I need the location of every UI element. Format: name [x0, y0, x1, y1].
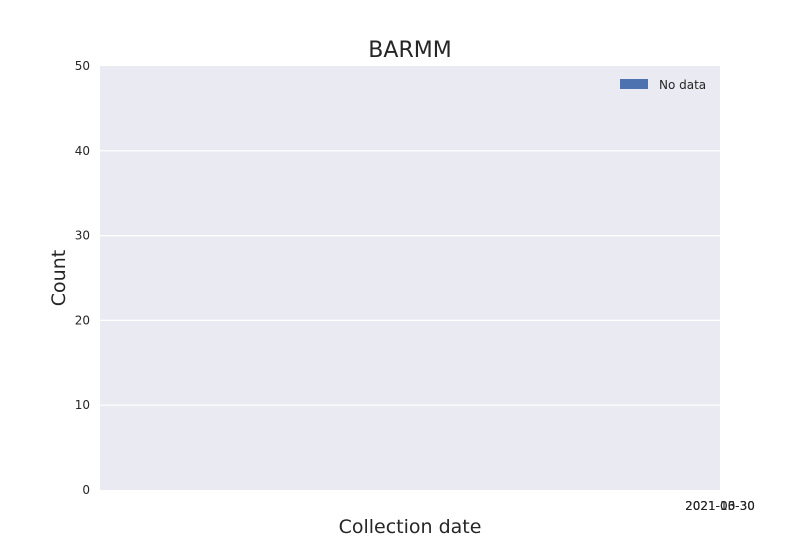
grid-lines: [100, 150, 720, 406]
y-tick-label: 40: [75, 144, 90, 158]
x-tick-label: 2021-03-30: [685, 499, 755, 513]
legend-swatch-no-data: [620, 79, 648, 89]
legend-label-no-data: No data: [659, 78, 706, 92]
x-axis-label: Collection date: [339, 516, 482, 538]
x-tick-label: 2021-10-30: [685, 499, 755, 513]
y-tick-label: 20: [75, 313, 90, 327]
x-tick-label: 2021-06-30: [685, 499, 755, 513]
y-tick-label: 30: [75, 229, 90, 243]
y-tick-label: 10: [75, 398, 90, 412]
y-tick-label: 0: [82, 483, 90, 497]
y-tick-labels: 0 10 20 30 40 50: [75, 59, 90, 497]
y-axis-label: Count: [48, 250, 70, 306]
y-tick-label: 50: [75, 59, 90, 73]
legend: No data: [620, 78, 706, 92]
chart-title: BARMM: [368, 38, 451, 63]
plot-background: [100, 66, 720, 490]
